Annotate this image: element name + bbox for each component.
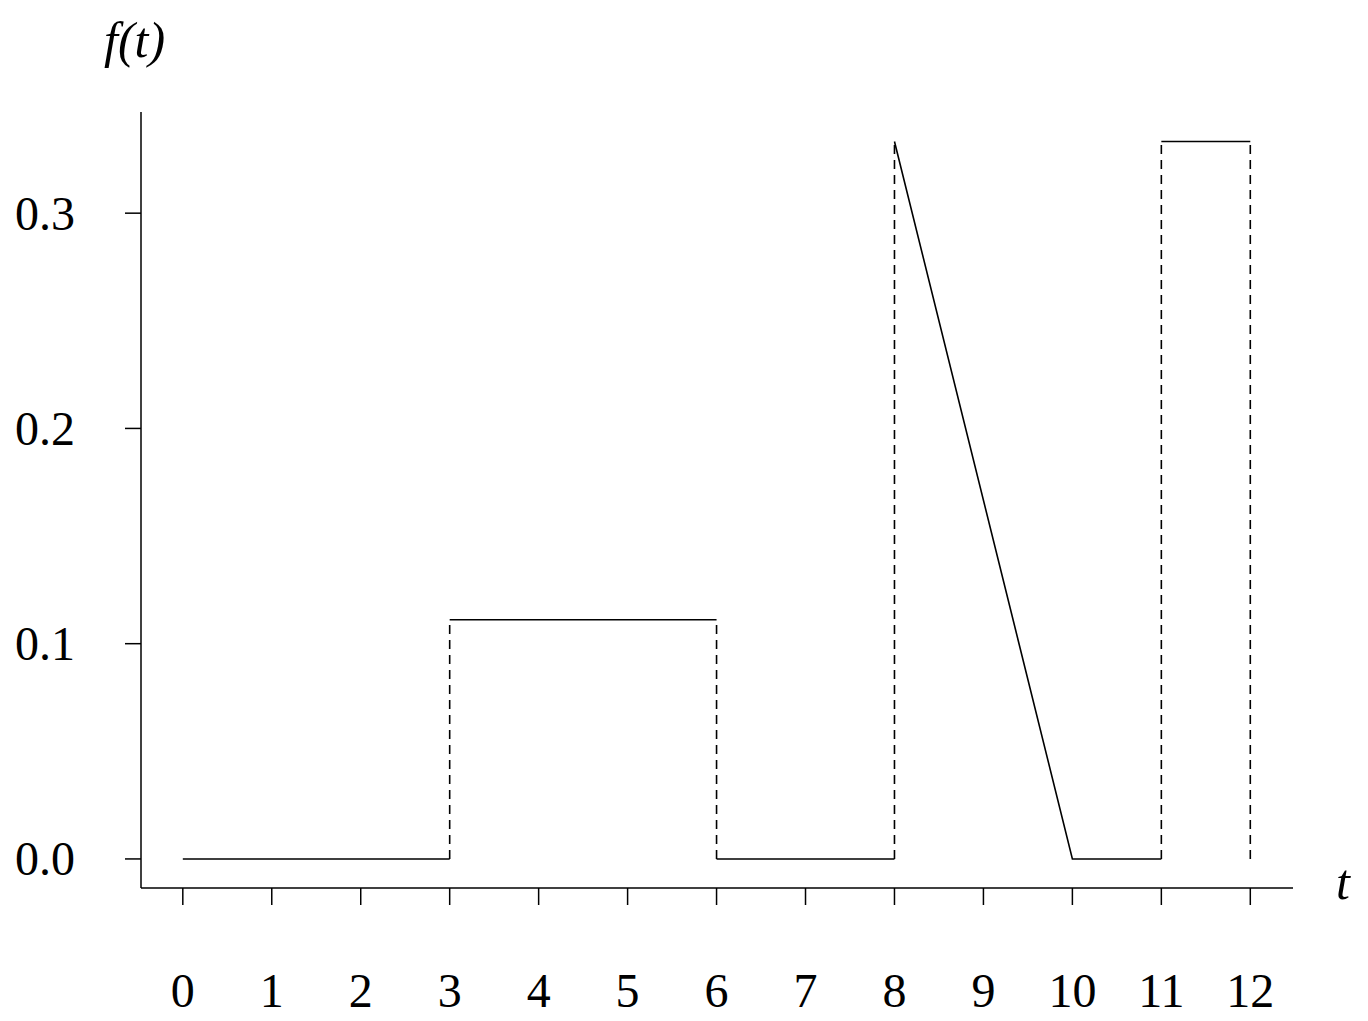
- svg-text:6: 6: [705, 964, 729, 1017]
- svg-text:9: 9: [971, 964, 995, 1017]
- svg-text:1: 1: [260, 964, 284, 1017]
- svg-text:5: 5: [616, 964, 640, 1017]
- svg-text:10: 10: [1048, 964, 1096, 1017]
- svg-text:4: 4: [527, 964, 551, 1017]
- svg-text:7: 7: [794, 964, 818, 1017]
- svg-text:0.0: 0.0: [15, 832, 75, 885]
- svg-text:0.1: 0.1: [15, 617, 75, 670]
- svg-text:0.2: 0.2: [15, 402, 75, 455]
- html-text:t: t: [1336, 854, 1350, 910]
- svg-text:11: 11: [1138, 964, 1184, 1017]
- svg-text:0: 0: [171, 964, 195, 1017]
- html-text:f(t): f(t): [104, 12, 166, 68]
- svg-text:2: 2: [349, 964, 373, 1017]
- svg-text:0.3: 0.3: [15, 187, 75, 240]
- svg-text:3: 3: [438, 964, 462, 1017]
- svg-text:8: 8: [882, 964, 906, 1017]
- svg-text:12: 12: [1226, 964, 1274, 1017]
